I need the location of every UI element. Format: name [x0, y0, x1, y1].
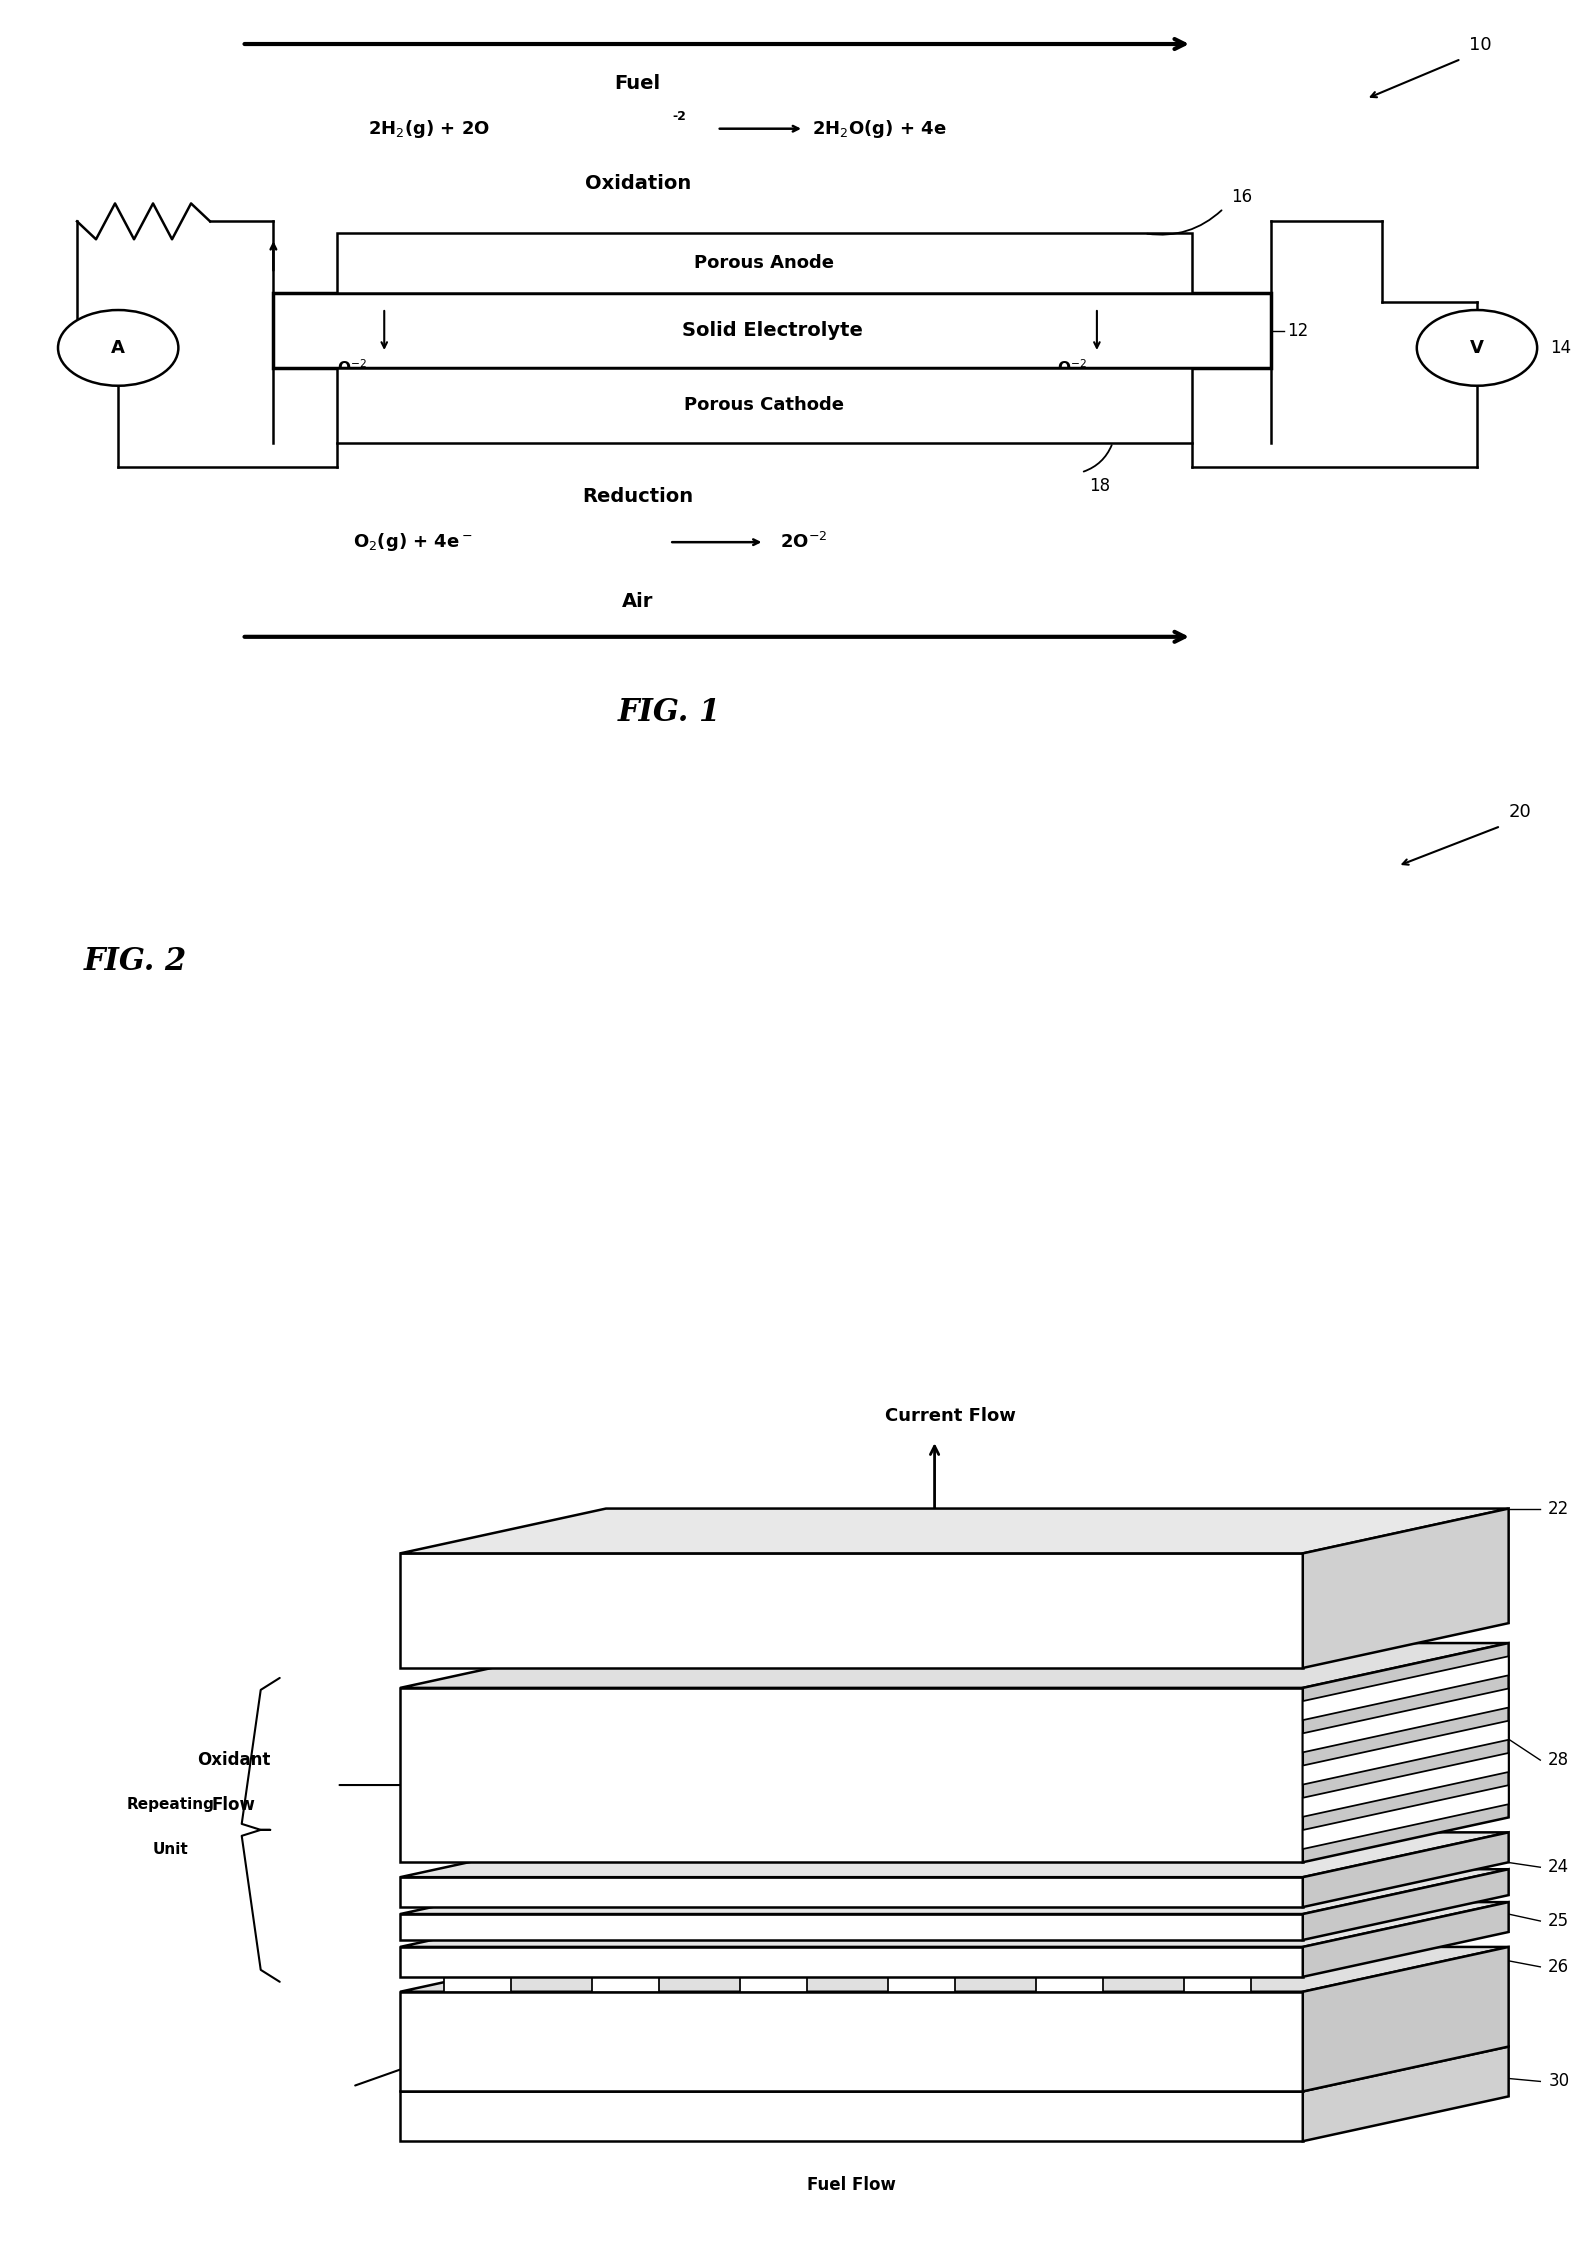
Polygon shape	[444, 1953, 511, 1991]
Polygon shape	[1184, 1953, 1251, 1991]
Bar	[338, 233, 1192, 294]
Polygon shape	[1302, 1643, 1509, 1863]
Text: 28: 28	[1549, 1751, 1570, 1769]
Polygon shape	[1302, 1785, 1509, 1850]
Bar	[274, 294, 1270, 368]
Text: O$_2$(g) + 4e$^-$: O$_2$(g) + 4e$^-$	[352, 532, 473, 552]
Text: A: A	[111, 339, 126, 357]
Text: O$^{-2}$: O$^{-2}$	[1057, 357, 1087, 377]
Text: Current Flow: Current Flow	[885, 1408, 1016, 1426]
Polygon shape	[1302, 1688, 1509, 1753]
Circle shape	[57, 310, 178, 386]
Text: 2H$_2$O(g) + 4e: 2H$_2$O(g) + 4e	[812, 117, 946, 139]
Text: 2O$^{-2}$: 2O$^{-2}$	[780, 532, 828, 552]
Text: 12: 12	[1286, 321, 1309, 339]
Polygon shape	[1036, 1953, 1103, 1991]
Text: Oxidation: Oxidation	[584, 173, 691, 193]
Text: FIG. 2: FIG. 2	[83, 945, 186, 977]
Bar	[338, 368, 1192, 442]
Polygon shape	[592, 1953, 659, 1991]
Polygon shape	[1302, 1902, 1509, 1978]
Text: Fuel: Fuel	[615, 74, 661, 92]
Text: 24: 24	[1549, 1859, 1570, 1877]
Circle shape	[1417, 310, 1538, 386]
Text: Solid Electrolyte: Solid Electrolyte	[681, 321, 863, 339]
Text: Air: Air	[622, 593, 653, 611]
Polygon shape	[592, 1951, 675, 1953]
Polygon shape	[1302, 1657, 1509, 1720]
Polygon shape	[1302, 1870, 1509, 1940]
Polygon shape	[1302, 1832, 1509, 1906]
Text: Oxidant: Oxidant	[197, 1751, 271, 1769]
Polygon shape	[740, 1951, 821, 1953]
Text: O$^{-2}$: O$^{-2}$	[338, 357, 366, 377]
Text: Reduction: Reduction	[583, 487, 693, 507]
Polygon shape	[1302, 1753, 1509, 1816]
Polygon shape	[400, 1509, 1509, 1554]
Text: V: V	[1469, 339, 1484, 357]
Text: 26: 26	[1549, 1958, 1570, 1976]
Text: 2H$_2$(g) + 2O: 2H$_2$(g) + 2O	[368, 117, 490, 139]
Polygon shape	[400, 1946, 1509, 1991]
Text: 16: 16	[1232, 189, 1253, 207]
Text: Porous Anode: Porous Anode	[694, 254, 834, 272]
Polygon shape	[400, 1915, 1302, 1940]
Text: 22: 22	[1549, 1500, 1570, 1518]
Text: Unit: Unit	[153, 1843, 188, 1857]
Text: Porous Cathode: Porous Cathode	[685, 395, 844, 413]
Polygon shape	[400, 2092, 1302, 2142]
Text: 18: 18	[1089, 478, 1110, 496]
Polygon shape	[400, 1877, 1302, 1906]
Polygon shape	[400, 1643, 1509, 1688]
Polygon shape	[888, 1953, 955, 1991]
Text: 10: 10	[1469, 36, 1492, 54]
Text: 14: 14	[1551, 339, 1571, 357]
Polygon shape	[400, 1832, 1509, 1877]
Text: Fuel Flow: Fuel Flow	[807, 2175, 896, 2193]
Text: 25: 25	[1549, 1913, 1570, 1931]
Polygon shape	[400, 1902, 1509, 1946]
Polygon shape	[1302, 1509, 1509, 1668]
Text: FIG. 1: FIG. 1	[618, 696, 721, 727]
Polygon shape	[1036, 1951, 1118, 1953]
Text: 30: 30	[1549, 2072, 1570, 2090]
Polygon shape	[400, 1946, 1302, 1978]
Polygon shape	[1302, 1720, 1509, 1785]
Polygon shape	[400, 1870, 1509, 1915]
Polygon shape	[400, 1554, 1302, 1668]
Polygon shape	[400, 1688, 1302, 1863]
Polygon shape	[1184, 1951, 1266, 1953]
Text: Flow: Flow	[212, 1796, 256, 1814]
Text: 20: 20	[1509, 804, 1532, 822]
Polygon shape	[740, 1953, 807, 1991]
Text: Repeating: Repeating	[126, 1798, 215, 1812]
Polygon shape	[444, 1951, 527, 1953]
Polygon shape	[888, 1951, 970, 1953]
Text: -2: -2	[672, 110, 686, 123]
Polygon shape	[400, 2047, 1509, 2092]
Polygon shape	[400, 1991, 1302, 2092]
Polygon shape	[1302, 2047, 1509, 2142]
Polygon shape	[1302, 1946, 1509, 2092]
